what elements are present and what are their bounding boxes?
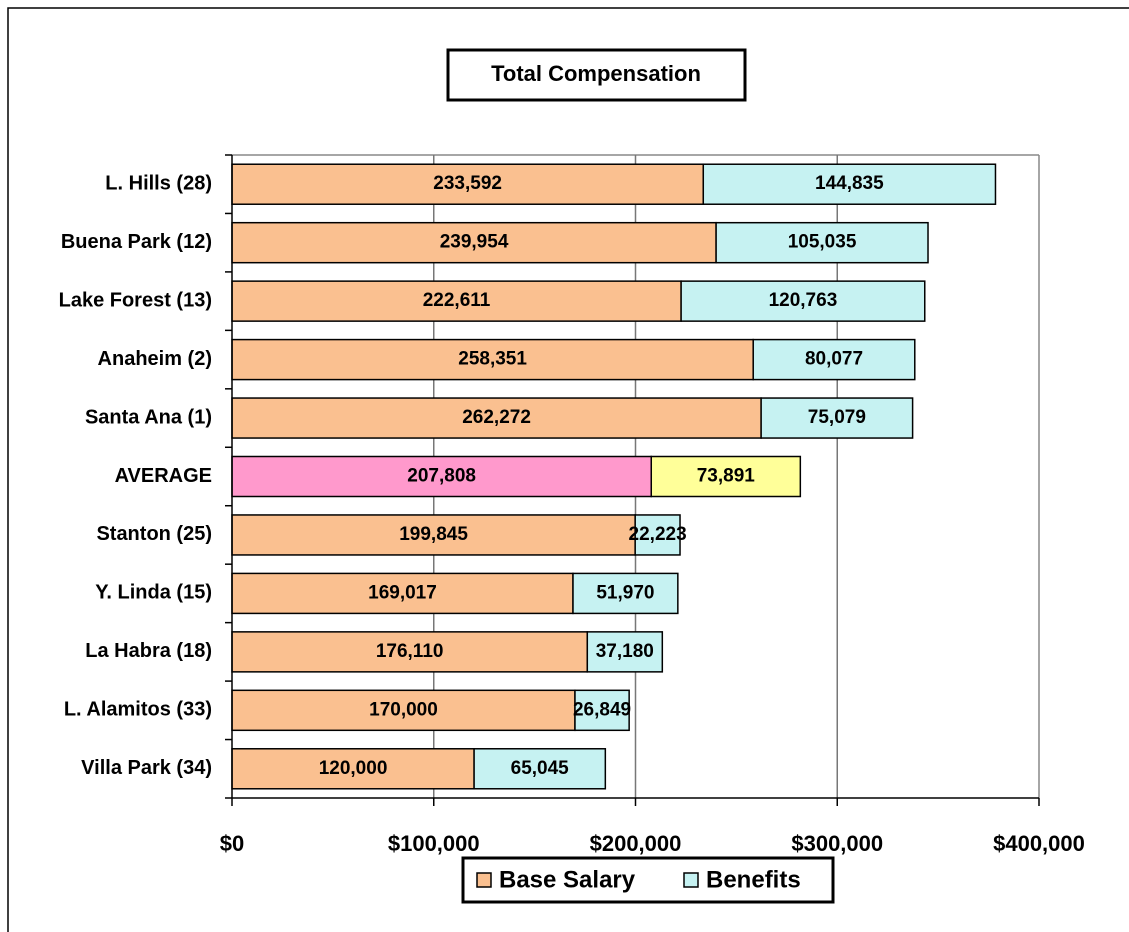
- bar-segment: [231, 338, 754, 381]
- data-label: 199,845: [399, 524, 468, 545]
- data-label: 26,849: [573, 699, 631, 720]
- bar-segment: [473, 748, 607, 790]
- data-label: 22,223: [629, 524, 687, 545]
- chart-title: Total Compensation: [491, 61, 701, 86]
- title-box: [446, 48, 747, 102]
- data-label: 51,970: [596, 582, 654, 603]
- legend-box: [461, 856, 835, 904]
- y-tick-label: Anaheim (2): [98, 348, 212, 370]
- y-tick-label: L. Hills (28): [105, 173, 212, 195]
- data-label: 120,763: [769, 290, 838, 311]
- data-label: 37,180: [596, 641, 654, 662]
- data-label: 258,351: [458, 349, 527, 370]
- legend-label: Base Salary: [499, 866, 636, 893]
- data-label: 170,000: [369, 699, 438, 720]
- y-tick-label: Y. Linda (15): [95, 582, 212, 604]
- bar-segment: [574, 689, 630, 732]
- y-tick-label: Santa Ana (1): [85, 406, 212, 428]
- bar-segment: [680, 280, 926, 322]
- legend-swatch: [683, 872, 699, 888]
- data-label: 207,808: [407, 466, 476, 487]
- data-label: 73,891: [697, 466, 756, 487]
- data-label: 262,272: [462, 407, 531, 428]
- y-tick-label: L. Alamitos (33): [64, 699, 212, 721]
- y-tick-label: Villa Park (34): [81, 757, 212, 779]
- data-label: 144,835: [815, 173, 884, 194]
- bar-segment: [650, 455, 802, 498]
- x-tick-label: $200,000: [590, 831, 682, 856]
- data-label: 75,079: [808, 407, 866, 428]
- y-tick-label: Buena Park (12): [61, 231, 212, 253]
- data-label: 105,035: [788, 232, 857, 253]
- bar-segment: [760, 397, 914, 439]
- x-tick-label: $300,000: [791, 831, 883, 856]
- data-label: 80,077: [805, 349, 863, 370]
- data-label: 65,045: [511, 758, 570, 779]
- bar-segment: [752, 338, 916, 381]
- data-label: 233,592: [433, 173, 502, 194]
- x-tick-label: $100,000: [388, 831, 480, 856]
- bar-segment: [702, 163, 997, 205]
- bar-segment: [634, 514, 681, 556]
- bar-segment: [715, 221, 929, 264]
- data-label: 176,110: [376, 641, 444, 662]
- bar-segment: [586, 631, 664, 673]
- y-tick-label: Lake Forest (13): [59, 289, 212, 311]
- legend-swatch: [476, 872, 492, 888]
- bar-segment: [572, 572, 679, 615]
- bar-segment: [231, 572, 574, 615]
- bar-segment: [231, 221, 717, 264]
- y-tick-label: Stanton (25): [96, 523, 212, 545]
- y-tick-label: AVERAGE: [115, 465, 212, 487]
- data-label: 120,000: [319, 758, 388, 779]
- data-label: 222,611: [423, 290, 491, 311]
- bar-segment: [231, 748, 475, 790]
- data-label: 169,017: [368, 582, 437, 603]
- bar-segment: [231, 689, 576, 732]
- y-tick-label: La Habra (18): [85, 640, 212, 662]
- bar-segment: [231, 514, 636, 556]
- legend-label: Benefits: [706, 866, 801, 893]
- x-tick-label: $400,000: [993, 831, 1085, 856]
- data-label: 239,954: [440, 232, 509, 253]
- x-tick-label: $0: [220, 831, 244, 856]
